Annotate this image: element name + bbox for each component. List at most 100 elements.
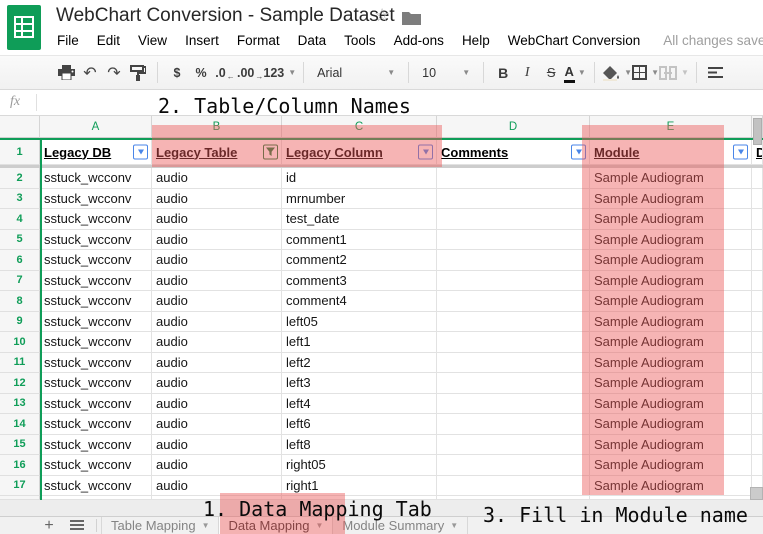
cell-legacy-column[interactable]: left6 xyxy=(282,414,437,435)
cell-legacy-table[interactable]: audio xyxy=(152,455,282,476)
cell-legacy-db[interactable]: sstuck_wcconv xyxy=(40,455,152,476)
cell-legacy-db[interactable]: sstuck_wcconv xyxy=(40,414,152,435)
cell-legacy-column[interactable]: left05 xyxy=(282,311,437,332)
cell-comments[interactable] xyxy=(437,393,590,414)
cell-legacy-column[interactable]: comment1 xyxy=(282,229,437,250)
cell-legacy-column[interactable]: right05 xyxy=(282,455,437,476)
row-header-10[interactable]: 10 xyxy=(0,332,40,353)
cell-legacy-db[interactable]: sstuck_wcconv xyxy=(40,270,152,291)
menu-webchart-conversion[interactable]: WebChart Conversion xyxy=(507,33,641,48)
menu-file[interactable]: File xyxy=(57,33,79,48)
cell-module[interactable]: Sample Audiogram xyxy=(590,455,752,476)
cell-legacy-column[interactable]: comment2 xyxy=(282,250,437,271)
cell-legacy-db[interactable]: sstuck_wcconv xyxy=(40,168,152,189)
header-cell-legacy-column[interactable]: Legacy Column xyxy=(282,140,437,165)
chevron-down-icon[interactable]: ▼ xyxy=(315,521,324,530)
cell-legacy-db[interactable]: sstuck_wcconv xyxy=(40,434,152,455)
cell-legacy-table[interactable]: audio xyxy=(152,168,282,189)
cell-comments[interactable] xyxy=(437,434,590,455)
italic-button[interactable]: I xyxy=(524,64,530,80)
save-status[interactable]: All changes saved in Dr xyxy=(663,33,763,48)
column-header-e[interactable]: E xyxy=(590,116,752,138)
cell-legacy-table[interactable]: audio xyxy=(152,291,282,312)
cell-legacy-column[interactable]: left4 xyxy=(282,393,437,414)
cell-legacy-table[interactable]: audio xyxy=(152,229,282,250)
cell-legacy-column[interactable]: left3 xyxy=(282,373,437,394)
font-size-dropdown[interactable]: 10 ▼ xyxy=(422,65,471,80)
cell-module[interactable]: Sample Audiogram xyxy=(590,332,752,353)
cell-legacy-table[interactable]: audio xyxy=(152,475,282,496)
cell-legacy-db[interactable]: sstuck_wcconv xyxy=(40,209,152,230)
header-cell-legacy-table[interactable]: Legacy Table xyxy=(152,140,282,165)
cell-legacy-table[interactable]: audio xyxy=(152,332,282,353)
grid-corner-cell[interactable] xyxy=(0,116,40,138)
filter-dropdown-icon-comments[interactable] xyxy=(571,144,586,160)
column-header-b[interactable]: B xyxy=(152,116,282,138)
row-header-13[interactable]: 13 xyxy=(0,393,40,414)
menu-tools[interactable]: Tools xyxy=(344,33,376,48)
cell-comments[interactable] xyxy=(437,352,590,373)
row-header-16[interactable]: 16 xyxy=(0,455,40,476)
cell-module[interactable]: Sample Audiogram xyxy=(590,373,752,394)
cell-module[interactable]: Sample Audiogram xyxy=(590,352,752,373)
cell-legacy-db[interactable]: sstuck_wcconv xyxy=(40,311,152,332)
sheet-tab-module-summary[interactable]: Module Summary ▼ xyxy=(333,517,469,534)
cell-legacy-table[interactable]: audio xyxy=(152,352,282,373)
redo-icon[interactable]: ↷ xyxy=(107,64,121,82)
cell-comments[interactable] xyxy=(437,270,590,291)
decrease-decimal-button[interactable]: .0 ← xyxy=(215,65,235,82)
increase-decimal-button[interactable]: .00 → xyxy=(237,65,264,82)
chevron-down-icon[interactable]: ▼ xyxy=(201,521,210,530)
cell-legacy-column[interactable]: comment4 xyxy=(282,291,437,312)
fill-color-button[interactable]: ▼ xyxy=(602,61,632,85)
paint-format-icon[interactable] xyxy=(126,61,150,85)
cell-comments[interactable] xyxy=(437,373,590,394)
column-header-c[interactable]: C xyxy=(282,116,437,138)
row-header-12[interactable]: 12 xyxy=(0,373,40,394)
cell-comments[interactable] xyxy=(437,455,590,476)
cell-legacy-column[interactable]: left2 xyxy=(282,352,437,373)
cell-legacy-column[interactable]: id xyxy=(282,168,437,189)
cell-module[interactable]: Sample Audiogram xyxy=(590,393,752,414)
header-cell-legacy-db[interactable]: Legacy DB xyxy=(40,140,152,165)
sheet-tab-table-mapping[interactable]: Table Mapping ▼ xyxy=(101,517,220,534)
menu-view[interactable]: View xyxy=(138,33,168,48)
row-header-3[interactable]: 3 xyxy=(0,188,40,209)
cell-module[interactable]: Sample Audiogram xyxy=(590,250,752,271)
cell-comments[interactable] xyxy=(437,311,590,332)
row-header-2[interactable]: 2 xyxy=(0,168,40,189)
chevron-down-icon[interactable]: ▼ xyxy=(450,521,459,530)
align-left-icon[interactable] xyxy=(704,61,728,85)
cell-legacy-db[interactable]: sstuck_wcconv xyxy=(40,188,152,209)
row-header-8[interactable]: 8 xyxy=(0,291,40,312)
cell-legacy-column[interactable]: left8 xyxy=(282,434,437,455)
cell-legacy-table[interactable]: audio xyxy=(152,209,282,230)
cell-module[interactable]: Sample Audiogram xyxy=(590,291,752,312)
undo-icon[interactable]: ↶ xyxy=(83,64,97,82)
cell-module[interactable]: Sample Audiogram xyxy=(590,311,752,332)
cell-legacy-column[interactable]: right1 xyxy=(282,475,437,496)
cell-module[interactable]: Sample Audiogram xyxy=(590,475,752,496)
row-header-17[interactable]: 17 xyxy=(0,475,40,496)
text-color-button[interactable]: A ▼ xyxy=(563,64,586,83)
row-header-11[interactable]: 11 xyxy=(0,352,40,373)
cell-comments[interactable] xyxy=(437,291,590,312)
cell-legacy-table[interactable]: audio xyxy=(152,393,282,414)
cell-legacy-table[interactable]: audio xyxy=(152,414,282,435)
borders-button[interactable]: ▼ xyxy=(632,61,659,85)
row-header-4[interactable]: 4 xyxy=(0,209,40,230)
cell-legacy-db[interactable]: sstuck_wcconv xyxy=(40,352,152,373)
cell-module[interactable]: Sample Audiogram xyxy=(590,434,752,455)
cell-legacy-db[interactable]: sstuck_wcconv xyxy=(40,250,152,271)
menu-add-ons[interactable]: Add-ons xyxy=(393,33,444,48)
folder-icon[interactable] xyxy=(402,10,421,30)
cell-module[interactable]: Sample Audiogram xyxy=(590,209,752,230)
cell-comments[interactable] xyxy=(437,475,590,496)
merge-cells-button[interactable]: ▼ xyxy=(659,61,689,85)
cell-module[interactable]: Sample Audiogram xyxy=(590,414,752,435)
menu-data[interactable]: Data xyxy=(297,33,327,48)
cell-comments[interactable] xyxy=(437,229,590,250)
add-sheet-button[interactable]: + xyxy=(44,516,54,534)
row-header-5[interactable]: 5 xyxy=(0,229,40,250)
cell-comments[interactable] xyxy=(437,209,590,230)
